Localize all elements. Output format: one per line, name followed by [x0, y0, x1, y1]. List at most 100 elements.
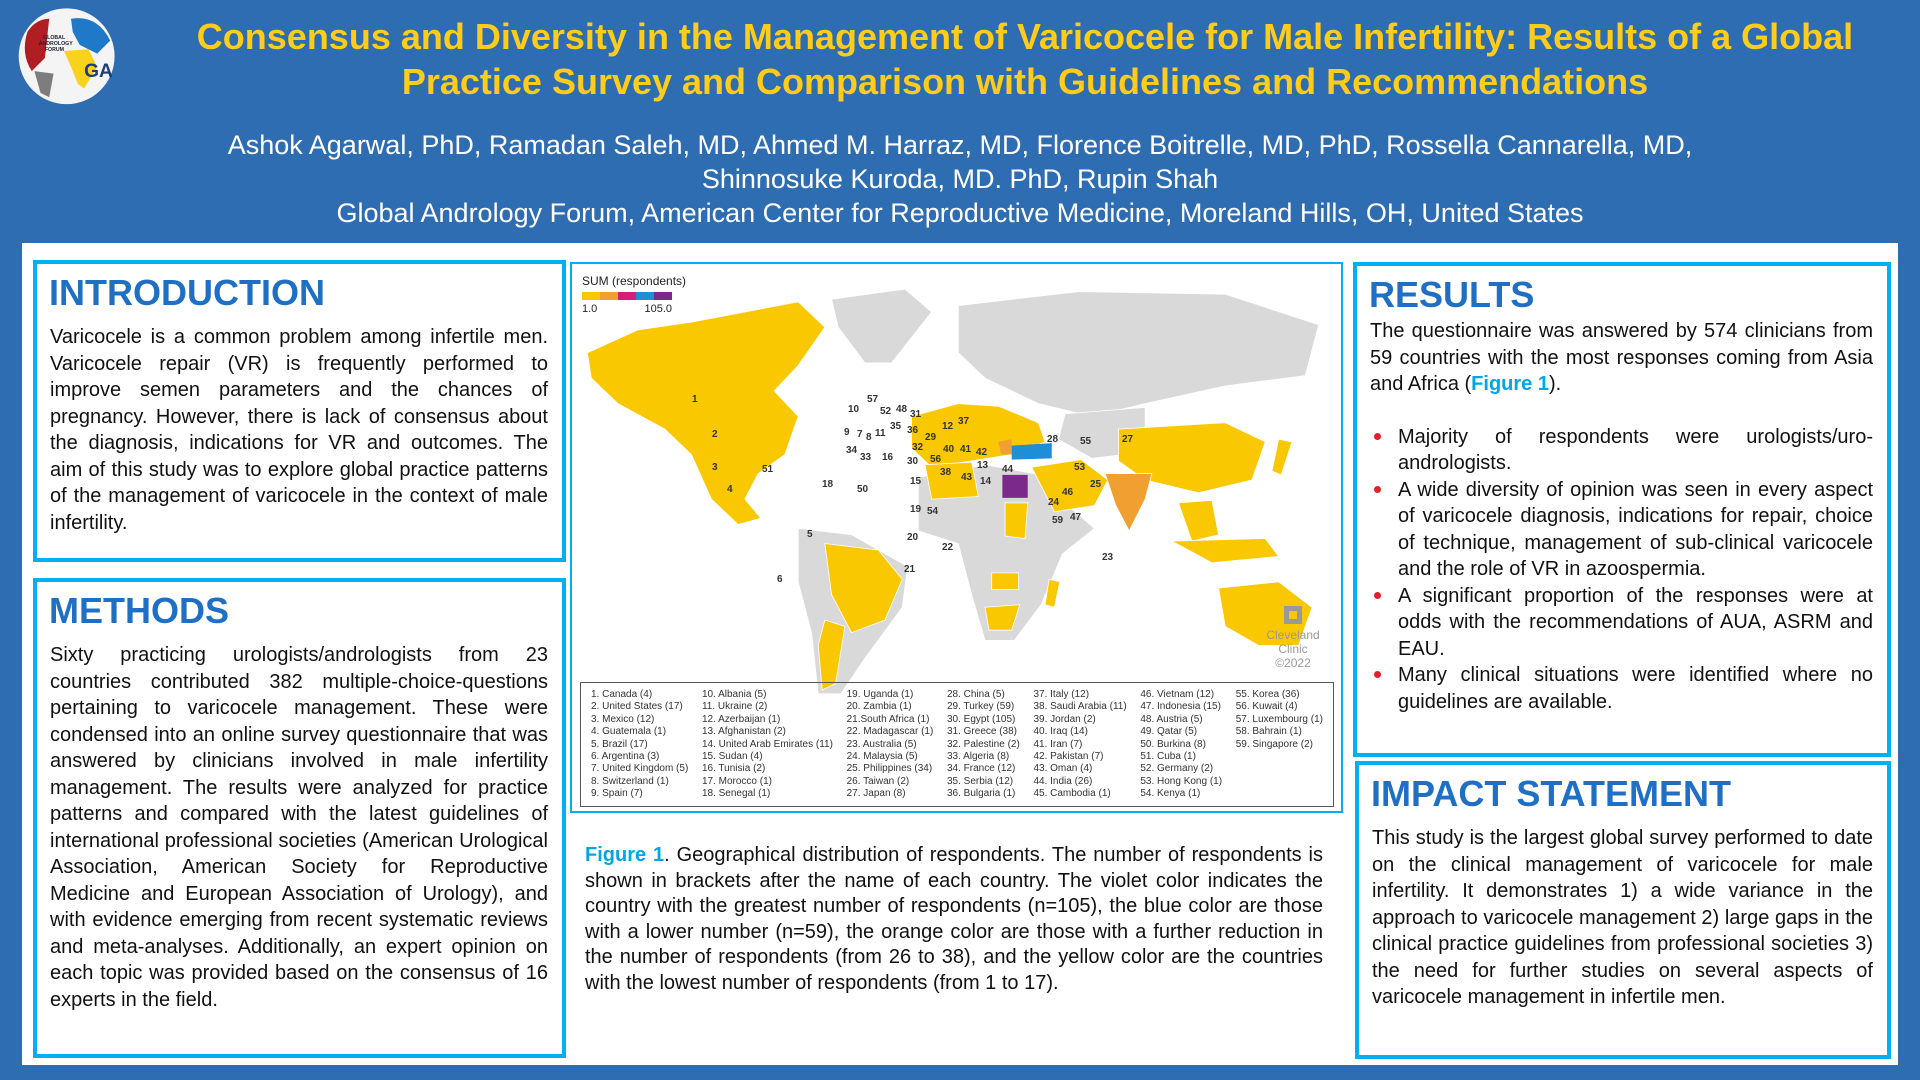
country-entry: 35. Serbia (12)	[946, 775, 1014, 787]
bullet-item: A significant proportion of the response…	[1370, 583, 1873, 663]
country-entry: 38. Saudi Arabia (11)	[1033, 701, 1127, 713]
country-entry: 56. Kuwait (4)	[1235, 701, 1298, 713]
map-label: 30	[907, 456, 919, 467]
country-entry: 37. Italy (12)	[1033, 689, 1090, 700]
greece	[998, 439, 1012, 455]
map-label: 51	[762, 464, 774, 475]
country-entry: 21.South Africa (1)	[846, 713, 930, 725]
map-label: 37	[958, 416, 970, 427]
country-entry: 1. Canada (4)	[591, 689, 653, 700]
country-entry: 52. Germany (2)	[1140, 763, 1214, 775]
map-label: 12	[942, 421, 954, 432]
world-map	[586, 288, 1320, 695]
map-label: 18	[822, 479, 834, 490]
north-africa	[924, 461, 979, 500]
caption-label: Figure 1	[585, 844, 665, 866]
legend-swatch	[582, 292, 600, 300]
map-label: 41	[960, 444, 972, 455]
map-label: 57	[867, 394, 879, 405]
country-entry: 27. Japan (8)	[846, 788, 906, 800]
turkey	[1011, 443, 1052, 460]
introduction-section: INTRODUCTION Varicocele is a common prob…	[33, 260, 566, 562]
impact-text: This study is the largest global survey …	[1372, 827, 1873, 1008]
caption-text: . Geographical distribution of responden…	[585, 844, 1323, 994]
map-label: 13	[977, 460, 989, 471]
country-entry: 11. Ukraine (2)	[701, 701, 768, 713]
south-africa	[984, 604, 1021, 631]
map-label: 11	[875, 428, 886, 439]
legend-max: 105.0	[644, 303, 672, 315]
country-column: 55. Korea (36) 56. Kuwait (4) 57. Luxembou…	[1236, 689, 1323, 806]
country-column: 10. Albania (5) 11. Ukraine (2) 12. Azerba…	[702, 689, 833, 806]
svg-text:FORUM: FORUM	[45, 47, 64, 53]
country-entry: 30. Egypt (105)	[946, 713, 1016, 725]
map-label: 21	[904, 564, 916, 575]
poster-title: Consensus and Diversity in the Managemen…	[196, 16, 1854, 102]
authors-line-1: Ashok Agarwal, PhD, Ramadan Saleh, MD, A…	[227, 130, 1693, 160]
country-entry: 53. Hong Kong (1)	[1140, 775, 1223, 787]
legend-color-scale	[582, 292, 686, 300]
brazil	[824, 543, 903, 634]
middle-east	[1031, 459, 1109, 513]
country-entry: 48. Austria (5)	[1140, 713, 1203, 725]
map-label: 56	[930, 454, 942, 465]
country-entry: 31. Greece (38)	[946, 726, 1018, 738]
country-entry: 22. Madagascar (1)	[846, 726, 934, 738]
authors: Ashok Agarwal, PhD, Ramadan Saleh, MD, A…	[0, 128, 1920, 230]
map-label: 1	[692, 394, 698, 405]
methods-text: Sixty practicing urologists/andrologists…	[50, 644, 548, 1011]
results-intro-text: The questionnaire was answered by 574 cl…	[1370, 320, 1873, 395]
header: GLOBAL ANDROLOGY FORUM GA Consensus and …	[0, 0, 1920, 243]
watermark-year: ©2022	[1275, 656, 1311, 670]
country-entry: 8. Switzerland (1)	[591, 775, 669, 787]
country-entry: 5. Brazil (17)	[591, 738, 648, 750]
figure-1-link[interactable]: Figure 1	[1471, 373, 1549, 395]
legend-swatch	[618, 292, 636, 300]
map-label: 34	[846, 445, 858, 456]
map-label: 47	[1070, 512, 1082, 523]
results-intro: The questionnaire was answered by 574 cl…	[1370, 318, 1873, 398]
country-entry: 29. Turkey (59)	[946, 701, 1015, 713]
map-label: 36	[907, 425, 919, 436]
country-entry: 42. Pakistan (7)	[1033, 751, 1104, 763]
china	[1118, 422, 1266, 494]
map-label: 42	[976, 447, 988, 458]
bullet-item: Many clinical situations were identified…	[1370, 662, 1873, 715]
map-label: 43	[961, 472, 973, 483]
map-label: 53	[1074, 462, 1086, 473]
map-label: 19	[910, 504, 922, 515]
map-label: 35	[890, 421, 902, 432]
country-entry: 14. United Arab Emirates (11)	[701, 738, 833, 750]
introduction-heading: INTRODUCTION	[49, 272, 325, 313]
svg-text:GA: GA	[84, 61, 113, 82]
map-label: 27	[1122, 434, 1134, 445]
map-label: 8	[866, 432, 872, 443]
country-list: 1. Canada (4) 2. United States (17) 3. Mex…	[580, 682, 1334, 807]
figure-1: 1 2 3 4 51 5 6 18 50 33 16 9 7 57 52 48 35 31 36 29 32 12 30 56…	[570, 262, 1343, 813]
map-label: 24	[1048, 497, 1060, 508]
country-entry: 34. France (12)	[946, 763, 1016, 775]
map-label: 52	[880, 406, 892, 417]
country-column: 46. Vietnam (12) 47. Indonesia (15) 48. Au…	[1140, 689, 1222, 806]
methods-heading: METHODS	[49, 590, 229, 631]
results-bullets: Majority of respondents were urologists/…	[1370, 424, 1873, 716]
southeast-asia	[1177, 499, 1220, 542]
cleveland-clinic-watermark: Cleveland Clinic ©2022	[1263, 606, 1323, 670]
map-label: 46	[1062, 487, 1074, 498]
map-label: 33	[860, 452, 872, 463]
country-entry: 32. Palestine (2)	[946, 738, 1020, 750]
introduction-text: Varicocele is a common problem among inf…	[50, 326, 548, 534]
country-entry: 18. Senegal (1)	[701, 788, 771, 800]
country-entry: 17. Morocco (1)	[701, 775, 772, 787]
country-entry: 51. Cuba (1)	[1140, 751, 1196, 763]
map-label: 54	[927, 506, 939, 517]
japan	[1271, 438, 1293, 476]
country-entry: 4. Guatemala (1)	[591, 726, 667, 738]
country-entry: 7. United Kingdom (5)	[591, 763, 689, 775]
results-section: RESULTS The questionnaire was answered b…	[1353, 262, 1891, 757]
country-entry: 40. Iraq (14)	[1033, 726, 1088, 738]
cleveland-clinic-logo-icon	[1284, 606, 1302, 624]
affiliation: Global Andrology Forum, American Center …	[336, 198, 1584, 228]
methods-section: METHODS Sixty practicing urologists/andr…	[33, 578, 566, 1058]
legend-swatch	[600, 292, 618, 300]
